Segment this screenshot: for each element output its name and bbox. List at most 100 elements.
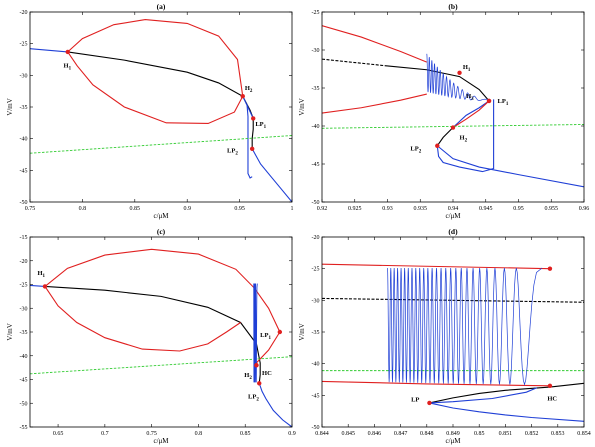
y-tick-label: -25	[20, 42, 28, 48]
bifurcation-label-index: 2	[249, 376, 252, 381]
y-tick-label: -25	[20, 283, 28, 289]
y-tick-label: -45	[312, 393, 320, 399]
series-unstable-equilibrium	[67, 51, 254, 149]
y-tick-label: -25	[312, 267, 320, 273]
series-stable-equilibrium	[452, 100, 490, 128]
x-tick-label: 0.847	[394, 431, 408, 437]
series-unstable-equilibrium	[44, 285, 261, 384]
y-tick-label: -40	[20, 137, 28, 143]
bifurcation-label-name: H	[463, 64, 468, 71]
x-tick-label: 0.935	[414, 206, 428, 212]
series-periodic-orbit-branch	[436, 99, 495, 173]
x-tick-label: 0.85	[240, 431, 251, 437]
x-tick-label: 0.846	[368, 431, 382, 437]
y-tick-label: -35	[20, 330, 28, 336]
y-tick-label: -50	[20, 401, 28, 407]
y-tick-label: -40	[20, 354, 28, 360]
y-tick-label: -30	[312, 298, 320, 304]
panel-title: (a)	[157, 2, 166, 11]
plot-area	[30, 248, 292, 427]
bifurcation-label-index: 1	[69, 67, 72, 72]
series-nullcline	[322, 124, 584, 129]
x-tick-label: 0.925	[348, 206, 362, 212]
plot-area	[322, 25, 584, 188]
series-stable-equilibrium	[436, 145, 584, 188]
bifurcation-label: H2	[244, 372, 252, 381]
bifurcation-label-name: HC	[262, 370, 272, 377]
bifurcation-point	[254, 363, 259, 368]
bifurcation-point	[249, 146, 255, 151]
bifurcation-label-name: H	[64, 63, 69, 70]
y-tick-label: -35	[312, 330, 320, 336]
series-unstable-equilibrium	[436, 127, 454, 147]
bifurcation-point	[65, 49, 70, 55]
y-axis-label: V/mV	[6, 323, 14, 341]
bifurcation-label: H1	[64, 63, 72, 72]
bifurcation-label-index: 2	[419, 149, 422, 154]
bifurcation-label-name: HC	[547, 395, 557, 402]
series-unstable-equilibrium	[322, 297, 584, 303]
series-stable-equilibrium	[258, 383, 292, 427]
bifurcation-label: LP1	[255, 121, 266, 130]
x-tick-label: 0.95	[234, 206, 245, 212]
axes-frame	[321, 11, 585, 203]
x-tick-label: 0.85	[130, 206, 141, 212]
bifurcation-label: HC	[262, 370, 272, 377]
series-periodic-orbit-min	[322, 380, 550, 387]
bifurcation-label: H3	[466, 93, 474, 102]
plot-area	[30, 19, 292, 202]
oscillation-trace	[253, 283, 258, 383]
series-unstable-equilibrium	[322, 58, 388, 67]
bifurcation-point	[547, 383, 553, 389]
bifurcation-label: LP2	[410, 145, 421, 154]
x-tick-label: 0.7	[101, 431, 109, 437]
x-axis-label: c/μM	[153, 437, 169, 445]
y-axis-label: V/mV	[298, 323, 306, 341]
bifurcation-label-index: 1	[506, 102, 509, 107]
panel-title: (c)	[157, 227, 166, 236]
bifurcation-label-index: 2	[465, 139, 468, 144]
x-tick-label: 0.85	[474, 431, 485, 437]
x-tick-label: 0.96	[579, 206, 590, 212]
bifurcation-label-name: LP	[255, 121, 263, 128]
bifurcation-label: H1	[37, 270, 45, 279]
x-tick-label: 0.849	[446, 431, 460, 437]
x-tick-label: 0.955	[545, 206, 559, 212]
y-tick-label: -20	[20, 259, 28, 265]
bifurcation-point	[42, 284, 48, 289]
series-periodic-orbit-max-min	[44, 248, 281, 367]
y-tick-label: -30	[20, 73, 28, 79]
bifurcation-label: HC	[547, 395, 557, 402]
panel-title: (d)	[448, 227, 458, 236]
bifurcation-label-name: LP	[260, 332, 268, 339]
y-tick-label: -35	[312, 86, 320, 92]
axes-frame	[29, 11, 293, 203]
plot-area	[322, 263, 584, 422]
x-tick-label: 0.848	[420, 431, 434, 437]
y-tick-label: -20	[312, 235, 320, 241]
x-tick-label: 0.9	[288, 431, 296, 437]
series-periodic-orbit-branch	[452, 100, 490, 128]
bifurcation-label-name: LP	[498, 98, 506, 105]
y-tick-label: -50	[20, 200, 28, 206]
bifurcation-label-index: 3	[471, 97, 474, 102]
x-tick-label: 0.75	[146, 431, 157, 437]
x-tick-label: 0.852	[525, 431, 539, 437]
bifurcation-label: LP1	[260, 332, 271, 341]
bifurcation-label: LP2	[227, 148, 238, 157]
x-tick-label: 0.8	[79, 206, 87, 212]
bifurcation-label-name: LP	[227, 148, 235, 155]
series-stable-equilibrium	[251, 148, 292, 202]
bifurcation-point	[240, 94, 245, 99]
panel-a: 0.75 0.8 0.85 0.9 0.95 1 -50 -45 -40 -35 -30 -25 -20…	[6, 2, 294, 220]
series-periodic-orbit-max	[322, 263, 550, 270]
x-tick-label: 0.94	[448, 206, 459, 212]
bifurcation-label-name: H	[245, 85, 250, 92]
bifurcation-point	[547, 266, 553, 271]
x-tick-label: 0.92	[317, 206, 328, 212]
series-periodic-orbit-branch	[246, 103, 253, 179]
y-axis-label: V/mV	[6, 98, 14, 116]
panel-b: 0.92 0.925 0.93 0.935 0.94 0.945 0.95 0.955 0.96…	[298, 2, 589, 220]
x-tick-label: 0.945	[479, 206, 493, 212]
